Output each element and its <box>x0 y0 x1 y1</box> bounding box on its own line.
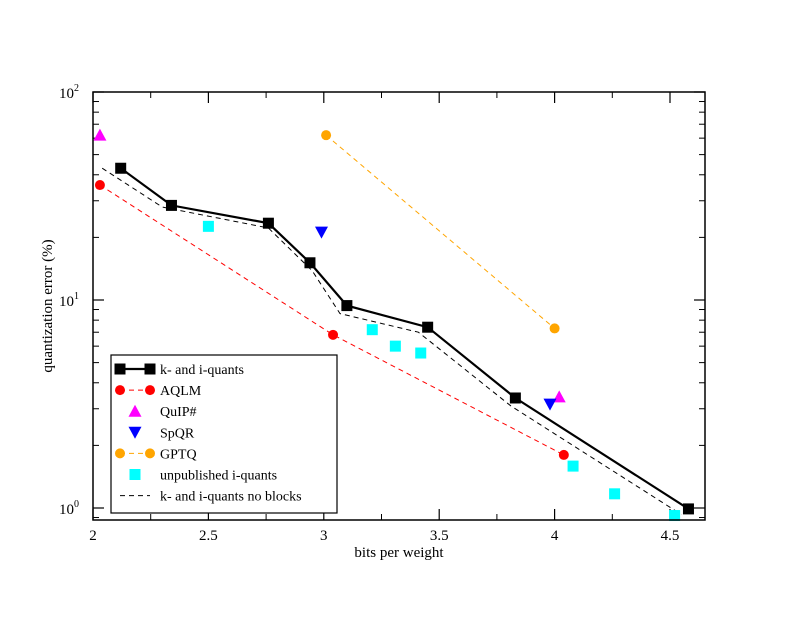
data-point-unpublished-i-quants <box>609 488 621 500</box>
data-point-k-and-i-quants <box>165 199 177 211</box>
data-point-k-and-i-quants <box>422 321 434 333</box>
data-point-gptq <box>549 323 560 334</box>
legend-box <box>110 354 338 514</box>
data-point-spqr <box>314 226 328 239</box>
x-tick-label: 3 <box>320 528 328 544</box>
x-tick-label: 4 <box>551 528 559 544</box>
x-tick-labels: 2 2.5 3 3.5 4 4.5 <box>89 528 679 544</box>
legend-marker <box>114 363 126 375</box>
legend-marker <box>129 469 141 480</box>
legend-entry-quip: QuIP# <box>128 404 197 420</box>
data-point-k-and-i-quants <box>509 392 521 404</box>
legend-marker <box>145 385 155 396</box>
series-line-gptq <box>325 134 555 329</box>
x-tick-label: 2 <box>89 528 97 544</box>
plot-frame <box>92 91 706 521</box>
legend-label: k- and i-quants no blocks <box>160 490 302 505</box>
series-markers <box>93 128 694 522</box>
series-line-aqlm <box>99 184 565 456</box>
y-tick-label: 102 <box>59 83 79 102</box>
legend: k- and i-quants AQLM QuIP# SpQR GPTQ unpublis… <box>110 354 338 514</box>
legend-marker <box>128 404 142 417</box>
series-lines <box>99 134 690 516</box>
data-point-unpublished-i-quants <box>202 220 214 232</box>
data-point-k-and-i-quants <box>682 503 694 515</box>
y-axis-label: quantization error (%) <box>40 239 56 372</box>
y-tick-label: 101 <box>59 291 79 310</box>
series-line-k-and-i-quants-no-blocks <box>101 167 682 516</box>
legend-label: AQLM <box>160 384 202 399</box>
legend-label: GPTQ <box>160 447 197 462</box>
data-point-k-and-i-quants <box>341 300 353 312</box>
legend-marker <box>145 448 155 459</box>
data-point-k-and-i-quants <box>262 217 274 229</box>
data-point-gptq <box>321 130 332 141</box>
legend-entry-aqlm: AQLM <box>115 384 202 399</box>
data-point-aqlm <box>94 180 105 191</box>
data-point-unpublished-i-quants <box>669 510 681 522</box>
y-tick-label: 100 <box>59 499 79 518</box>
data-point-aqlm <box>328 329 339 340</box>
x-tick-label: 2.5 <box>199 528 218 544</box>
x-tick-label: 3.5 <box>430 528 449 544</box>
data-point-k-and-i-quants <box>115 162 127 174</box>
y-tick-labels: 100 101 102 <box>59 83 79 518</box>
legend-marker <box>115 448 125 459</box>
legend-entry-spqr: SpQR <box>128 426 195 441</box>
legend-marker <box>144 363 156 375</box>
series-line-k-and-i-quants <box>120 167 690 510</box>
legend-label: k- and i-quants <box>160 363 244 378</box>
data-point-k-and-i-quants <box>304 257 316 269</box>
legend-entry-k-and-i-quants: k- and i-quants <box>114 363 244 378</box>
legend-entry-gptq: GPTQ <box>115 447 197 462</box>
legend-label: QuIP# <box>160 405 197 420</box>
data-point-unpublished-i-quants <box>567 460 579 472</box>
data-point-quip <box>93 128 107 141</box>
legend-entry-unpublished-i-quants: unpublished i-quants <box>129 469 277 484</box>
x-tick-label: 4.5 <box>661 528 680 544</box>
data-point-unpublished-i-quants <box>389 340 401 352</box>
data-point-spqr <box>543 398 557 411</box>
data-point-aqlm <box>558 449 569 460</box>
data-point-unpublished-i-quants <box>415 347 427 359</box>
legend-entry-k-and-i-quants-no-blocks: k- and i-quants no blocks <box>120 490 302 505</box>
legend-label: unpublished i-quants <box>160 469 277 484</box>
x-axis-label: bits per weight <box>354 545 444 561</box>
legend-label: SpQR <box>160 426 195 441</box>
legend-marker <box>115 385 125 396</box>
data-point-unpublished-i-quants <box>366 324 378 336</box>
legend-marker <box>128 426 142 439</box>
